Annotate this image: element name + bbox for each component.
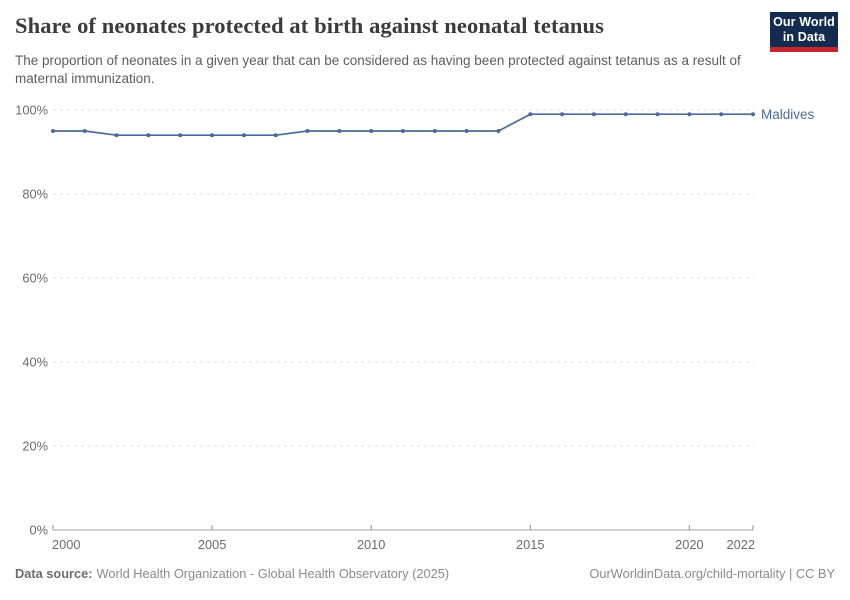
y-tick-label: 60% (22, 270, 48, 285)
y-tick-label: 40% (22, 354, 48, 369)
data-point (178, 133, 183, 138)
y-tick-label: 0% (30, 522, 49, 537)
data-point (51, 129, 55, 133)
data-source-text: World Health Organization - Global Healt… (96, 566, 450, 581)
chart-footer: Data source: World Health Organization - … (15, 566, 835, 581)
data-point (623, 112, 628, 117)
data-point (432, 129, 437, 133)
credit-link[interactable]: OurWorldinData.org/child-mortality | CC … (589, 566, 835, 581)
data-point (114, 133, 119, 138)
y-tick-label: 20% (22, 438, 48, 453)
y-tick-label: 80% (22, 186, 48, 201)
chart-title: Share of neonates protected at birth aga… (15, 13, 605, 38)
data-source-label: Data source: (15, 566, 93, 581)
x-tick-label: 2010 (357, 537, 385, 552)
x-tick-label: 2015 (516, 537, 544, 552)
data-point (751, 112, 755, 117)
data-point (719, 112, 724, 117)
data-point (241, 133, 246, 138)
chart-subtitle: The proportion of neonates in a given ye… (15, 53, 741, 86)
x-tick-label: 2005 (198, 537, 226, 552)
data-point (401, 129, 405, 133)
logo-text-line1: Our World (773, 15, 835, 29)
x-tick-label: 2000 (52, 537, 80, 552)
data-point (146, 133, 151, 138)
data-point (273, 133, 278, 138)
y-tick-label: 100% (15, 102, 48, 117)
owid-logo[interactable]: Our World in Data (770, 12, 838, 52)
data-point (591, 112, 596, 117)
x-tick-label: 2020 (675, 537, 703, 552)
data-point (496, 129, 501, 133)
data-point (560, 112, 565, 117)
data-point (369, 129, 374, 133)
entity-label[interactable]: Maldives (761, 107, 815, 122)
data-point (337, 129, 342, 133)
data-point (528, 112, 533, 117)
x-tick-label: 2022 (727, 537, 755, 552)
logo-text-line2: in Data (782, 29, 826, 44)
data-point (655, 112, 660, 117)
data-source: Data source: World Health Organization - … (15, 566, 449, 581)
data-point (82, 129, 87, 133)
data-point (305, 129, 310, 133)
data-point (210, 133, 215, 138)
data-point (464, 129, 469, 133)
data-point (687, 112, 692, 117)
